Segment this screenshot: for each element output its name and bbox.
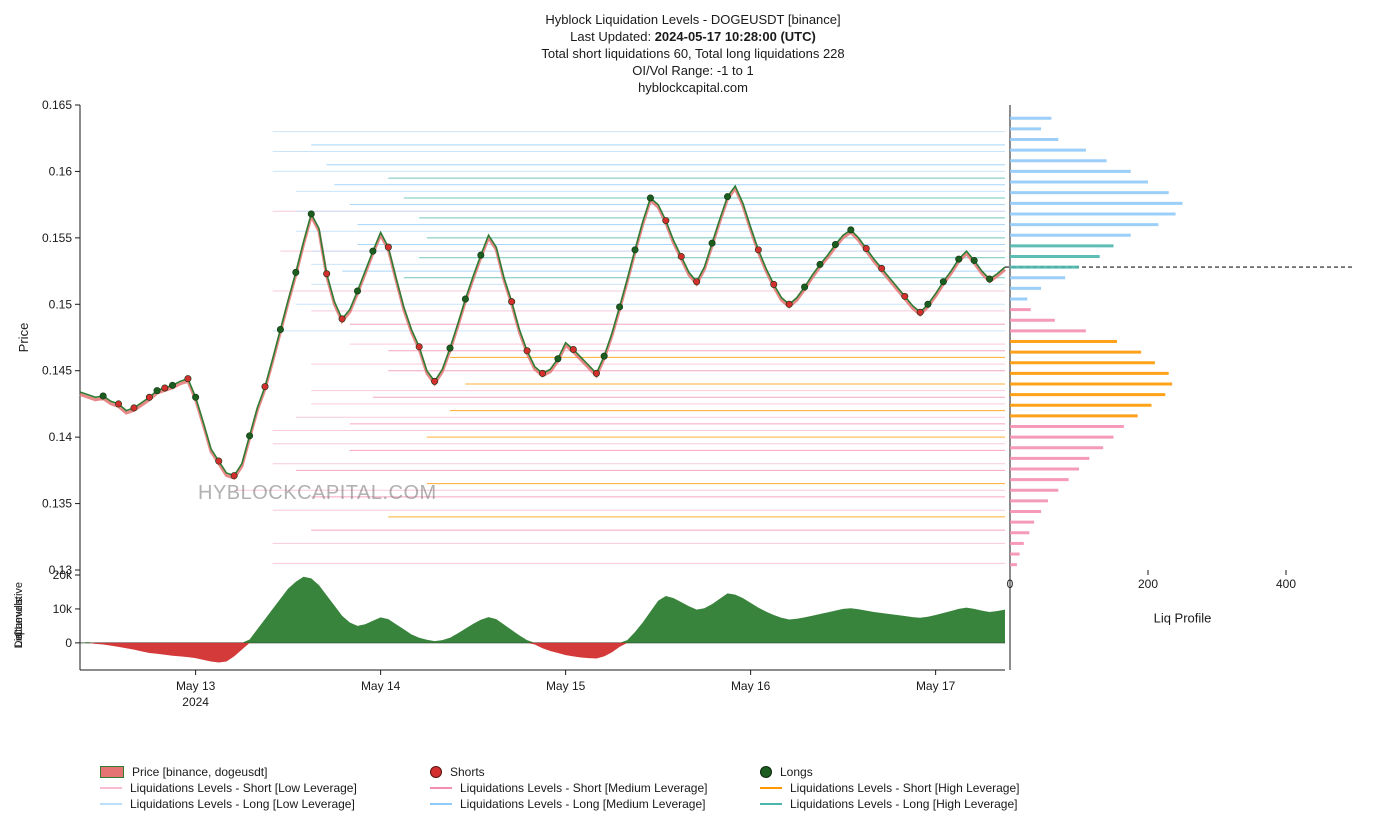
svg-text:0.14: 0.14 bbox=[49, 430, 73, 444]
svg-text:May 13: May 13 bbox=[176, 679, 216, 693]
legend-label: Shorts bbox=[450, 765, 485, 779]
legend-item: Liquidations Levels - Long [Medium Lever… bbox=[430, 797, 740, 811]
legend: Price [binance, dogeusdt] Shorts Longs Liqu… bbox=[100, 765, 1070, 811]
svg-text:Liq Profile: Liq Profile bbox=[1154, 611, 1212, 626]
svg-text:May 14: May 14 bbox=[361, 679, 401, 693]
legend-label: Price [binance, dogeusdt] bbox=[132, 765, 267, 779]
svg-text:May 16: May 16 bbox=[731, 679, 771, 693]
legend-item: Longs bbox=[760, 765, 1070, 779]
svg-text:200: 200 bbox=[1138, 577, 1158, 591]
legend-swatch bbox=[760, 803, 782, 805]
legend-swatch bbox=[430, 787, 452, 789]
legend-item: Liquidations Levels - Long [Low Leverage… bbox=[100, 797, 410, 811]
legend-label: Liquidations Levels - Short [Low Leverag… bbox=[130, 781, 357, 795]
svg-text:0.165: 0.165 bbox=[42, 98, 72, 112]
svg-text:20k: 20k bbox=[53, 568, 73, 582]
svg-text:0.155: 0.155 bbox=[42, 231, 72, 245]
svg-text:Price: Price bbox=[16, 323, 31, 353]
svg-text:2024: 2024 bbox=[182, 695, 209, 709]
legend-item: Shorts bbox=[430, 765, 740, 779]
svg-text:0: 0 bbox=[1007, 577, 1014, 591]
svg-text:May 15: May 15 bbox=[546, 679, 586, 693]
svg-text:0.135: 0.135 bbox=[42, 497, 72, 511]
legend-swatch bbox=[100, 766, 124, 778]
svg-text:Delta: Delta bbox=[13, 622, 25, 649]
legend-label: Longs bbox=[780, 765, 813, 779]
legend-label: Liquidations Levels - Long [Medium Lever… bbox=[460, 797, 705, 811]
legend-item: Price [binance, dogeusdt] bbox=[100, 765, 410, 779]
svg-text:0.15: 0.15 bbox=[49, 297, 73, 311]
legend-label: Liquidations Levels - Short [Medium Leve… bbox=[460, 781, 707, 795]
chart-container: Hyblock Liquidation Levels - DOGEUSDT [b… bbox=[0, 0, 1386, 829]
legend-item: Liquidations Levels - Short [Low Leverag… bbox=[100, 781, 410, 795]
chart-svg: 0.130.1350.140.1450.150.1550.160.165Pric… bbox=[0, 0, 1386, 829]
legend-swatch bbox=[100, 787, 122, 789]
svg-text:10k: 10k bbox=[53, 602, 73, 616]
legend-item: Liquidations Levels - Short [Medium Leve… bbox=[430, 781, 740, 795]
legend-item: Liquidations Levels - Short [High Levera… bbox=[760, 781, 1070, 795]
legend-item: Liquidations Levels - Long [High Leverag… bbox=[760, 797, 1070, 811]
legend-swatch bbox=[430, 766, 442, 778]
watermark: HYBLOCKCAPITAL.COM bbox=[198, 482, 437, 505]
svg-text:0.145: 0.145 bbox=[42, 364, 72, 378]
legend-swatch bbox=[100, 803, 122, 805]
legend-label: Liquidations Levels - Long [Low Leverage… bbox=[130, 797, 355, 811]
legend-swatch bbox=[760, 787, 782, 789]
legend-label: Liquidations Levels - Long [High Leverag… bbox=[790, 797, 1017, 811]
svg-text:0: 0 bbox=[65, 636, 72, 650]
legend-label: Liquidations Levels - Short [High Levera… bbox=[790, 781, 1019, 795]
legend-swatch bbox=[760, 766, 772, 778]
svg-text:400: 400 bbox=[1276, 577, 1296, 591]
legend-swatch bbox=[430, 803, 452, 805]
svg-text:May 17: May 17 bbox=[916, 679, 956, 693]
svg-text:0.16: 0.16 bbox=[49, 164, 73, 178]
